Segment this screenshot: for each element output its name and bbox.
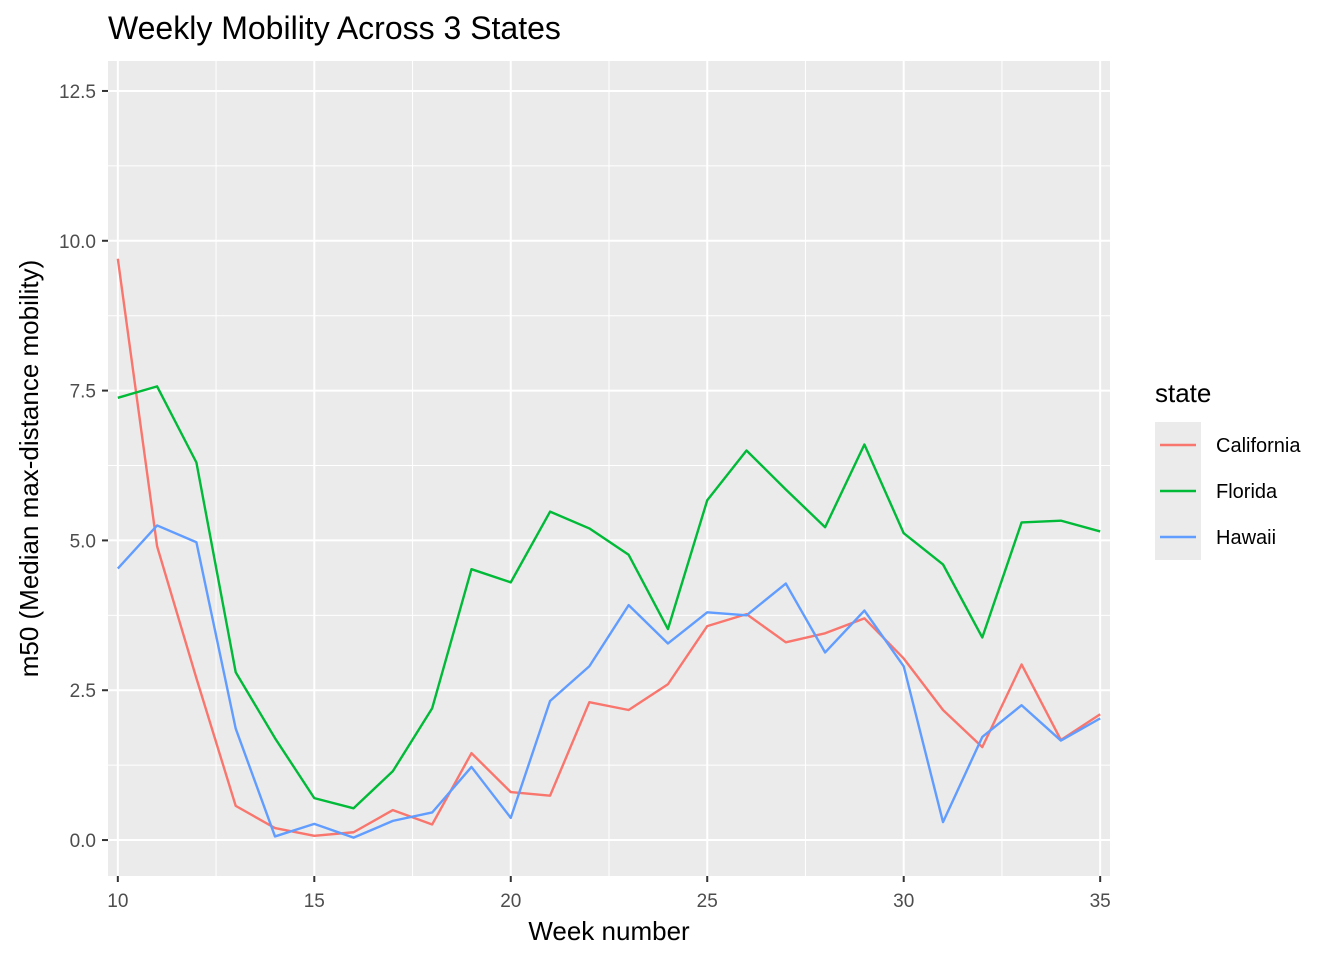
series-line-hawaii: [116, 524, 1101, 839]
series-line-california: [116, 258, 1101, 838]
legend-label-hawaii: Hawaii: [1216, 527, 1276, 549]
legend-items: California Florida Hawaii: [1155, 422, 1301, 560]
x-tick-label: 10: [107, 891, 128, 912]
y-tick-label: 0.0: [70, 831, 96, 852]
x-tick-label: 25: [697, 891, 718, 912]
major-gridlines: [108, 61, 1110, 876]
legend-label-california: California: [1216, 435, 1301, 457]
y-tick-label: 10.0: [59, 232, 96, 253]
x-tick-label: 20: [500, 891, 521, 912]
x-tick-label: 15: [304, 891, 325, 912]
y-tick-label: 2.5: [70, 681, 96, 702]
y-axis-title: m50 (Median max-distance mobility): [14, 260, 44, 678]
legend-label-florida: Florida: [1216, 481, 1278, 503]
y-axis: 0.0 2.5 5.0 7.5 10.0 12.5: [59, 82, 108, 852]
chart-title: Weekly Mobility Across 3 States: [108, 10, 561, 46]
y-tick-label: 12.5: [59, 82, 96, 103]
y-tick-label: 7.5: [70, 382, 96, 403]
legend-title: state: [1155, 378, 1211, 408]
minor-gridlines: [108, 61, 1110, 876]
y-tick-label: 5.0: [70, 531, 96, 552]
legend: state California Florida Hawaii: [1155, 378, 1301, 560]
series-line-florida: [117, 385, 1101, 810]
series-lines: [116, 258, 1101, 839]
x-tick-label: 30: [893, 891, 914, 912]
x-axis: 10 15 20 25 30 35: [107, 876, 1111, 912]
x-axis-title: Week number: [528, 916, 690, 946]
x-tick-label: 35: [1090, 891, 1111, 912]
